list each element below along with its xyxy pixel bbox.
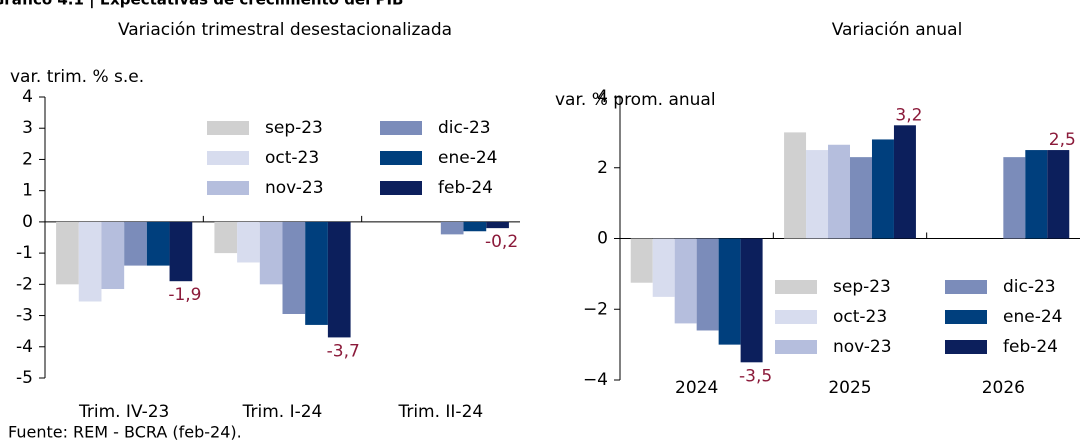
y-tick-label: 2 [22,149,33,169]
data-label: 2,5 [1049,130,1076,150]
data-label: -1,9 [168,285,201,305]
y-tick-label: 0 [597,229,608,249]
bar [893,125,916,239]
x-tick-label: 2026 [982,378,1025,398]
y-tick-label: −2 [583,299,608,319]
bar [327,221,351,338]
bar [1047,150,1070,239]
legend-label: sep-23 [265,118,323,138]
legend-label: oct-23 [265,148,319,168]
bar [463,221,487,232]
bar [214,221,238,254]
bar [871,139,894,239]
y-tick-label: 1 [22,181,33,201]
bar [1025,150,1048,239]
y-tick-label: 4 [597,87,608,107]
bar [282,221,306,314]
bar [828,144,850,239]
legend-swatch [207,181,249,195]
legend-swatch [207,151,249,165]
legend-label: feb-24 [1003,337,1058,357]
legend-swatch [207,121,249,135]
data-label: -3,7 [327,341,360,361]
y-tick-label: 4 [22,87,33,107]
bar [806,150,829,239]
bar [146,221,170,266]
chart-title: Variación trimestral desestacionalizada [118,20,452,40]
legend-swatch [945,310,987,324]
y-tick-label: −4 [583,370,608,390]
bar [850,157,872,239]
bar [696,238,719,331]
legend-label: nov-23 [265,178,324,198]
legend-label: dic-23 [438,118,491,138]
bar [652,238,675,297]
data-label: -0,2 [485,232,518,252]
x-tick-label: 2024 [675,378,718,398]
bar [440,221,464,235]
x-tick-label: Trim. II-24 [397,402,483,422]
bar [124,221,147,266]
y-tick-label: -4 [16,337,33,357]
bar [101,221,125,290]
y-axis-label: var. trim. % s.e. [10,67,144,87]
bar [630,238,653,283]
source: Fuente: REM - BCRA (feb-24). [8,423,242,442]
y-tick-label: 0 [22,212,33,232]
y-tick-label: 2 [597,158,608,178]
legend-swatch [945,340,987,354]
legend-label: feb-24 [438,178,493,198]
legend-swatch [775,340,817,354]
legend-swatch [775,280,817,294]
legend-label: ene-24 [1003,307,1062,327]
legend-label: ene-24 [438,148,497,168]
figure-title: Gráfico 4.1 | Expectativas de crecimient… [0,0,403,10]
legend-label: dic-23 [1003,277,1056,297]
legend-label: nov-23 [833,337,892,357]
bar [259,221,283,285]
bar [237,221,260,263]
legend-label: oct-23 [833,307,887,327]
bar [486,221,509,229]
bar [784,132,807,239]
x-tick-label: Trim. I-24 [242,402,323,422]
bar [718,238,741,345]
legend-swatch [775,310,817,324]
legend-label: sep-23 [833,277,891,297]
bar [740,238,763,363]
bar [305,221,328,325]
legend-swatch [380,151,422,165]
bar [56,221,79,285]
bar [169,221,193,282]
bar [674,238,697,324]
data-label: 3,2 [895,105,922,125]
y-tick-label: -2 [16,274,33,294]
legend-swatch [945,280,987,294]
legend-swatch [380,121,422,135]
chart-title: Variación anual [832,20,963,40]
x-tick-label: 2025 [828,378,871,398]
y-axis-label: var. % prom. anual [555,90,716,110]
y-tick-label: 3 [22,118,33,138]
y-tick-label: -5 [16,368,33,388]
legend-swatch [380,181,422,195]
bar [1003,157,1026,239]
x-tick-label: Trim. IV-23 [78,402,169,422]
y-tick-label: -3 [16,306,33,326]
y-tick-label: -1 [16,243,33,263]
bar [78,221,102,302]
data-label: -3,5 [739,366,772,386]
